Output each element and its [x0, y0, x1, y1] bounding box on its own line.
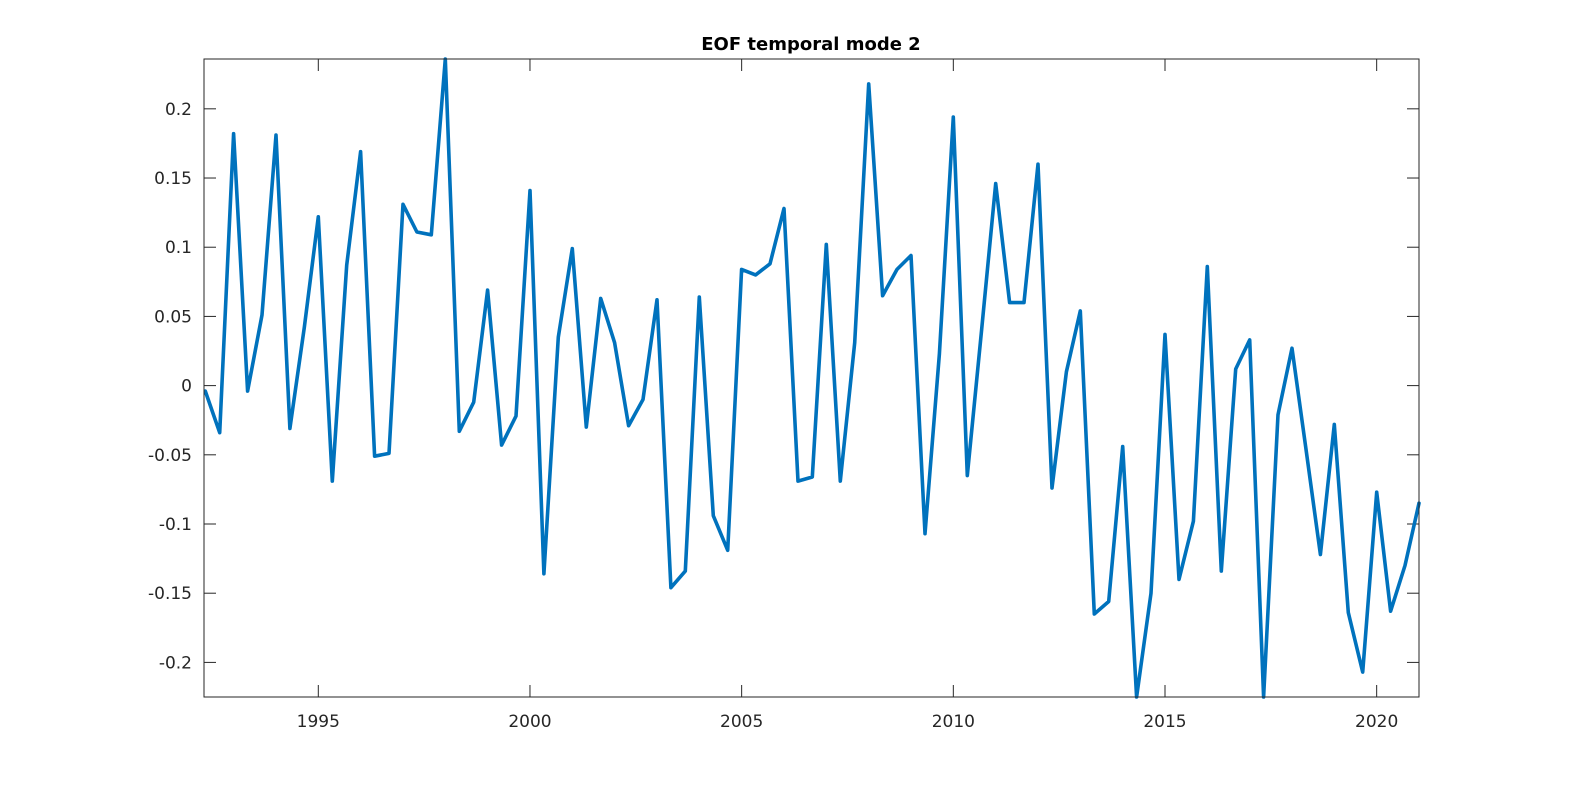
y-tick-label: -0.15 — [148, 584, 192, 604]
y-tick-label: 0.15 — [154, 169, 192, 189]
chart-title: EOF temporal mode 2 — [701, 34, 920, 55]
x-tick-label: 1995 — [297, 712, 340, 732]
y-tick-label: -0.2 — [159, 653, 192, 673]
series-line — [203, 57, 1421, 699]
x-tick-label: 2005 — [720, 712, 763, 732]
y-tick-label: -0.1 — [159, 515, 192, 535]
y-tick-label: -0.05 — [148, 446, 192, 466]
axes-box — [203, 58, 1420, 698]
x-tick-label: 2010 — [932, 712, 975, 732]
axis-tick-labels: 1995 2000 2005 2010 2015 2020 0.2 0.15 0.1 0.05 0 -… — [148, 100, 1398, 732]
x-tick-label: 2020 — [1355, 712, 1398, 732]
x-tick-label: 2000 — [508, 712, 551, 732]
y-tick-label: 0.1 — [165, 238, 192, 258]
axis-ticks — [204, 59, 1419, 697]
y-tick-label: 0 — [181, 377, 192, 397]
plot-area — [204, 59, 1419, 697]
x-tick-label: 2015 — [1143, 712, 1186, 732]
y-tick-label: 0.05 — [154, 307, 192, 327]
y-tick-label: 0.2 — [165, 100, 192, 120]
